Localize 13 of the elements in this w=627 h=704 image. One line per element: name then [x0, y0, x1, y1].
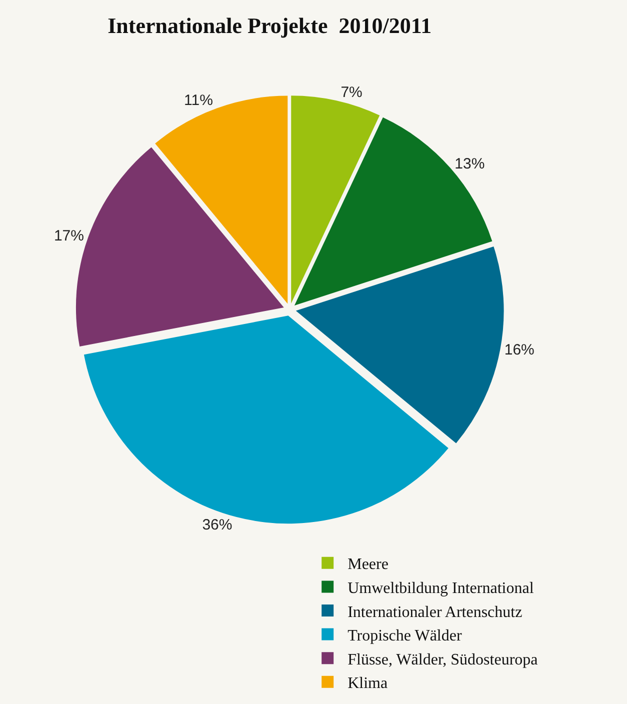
data-label: 17% [54, 228, 84, 245]
data-label: 13% [454, 156, 485, 173]
legend-label: Internationaler Artenschutz [348, 604, 522, 621]
chart-title: Internationale Projekte 2010/2011 [108, 13, 432, 38]
legend-label: Tropische Wälder [348, 628, 462, 645]
data-label: 16% [504, 342, 534, 359]
legend-label: Meere [348, 556, 388, 574]
legend-label: Flüsse, Wälder, Südosteuropa [348, 651, 538, 668]
legend-label: Klima [348, 675, 388, 692]
data-label: 11% [184, 92, 213, 110]
legend-label: Umweltbildung International [348, 580, 534, 597]
data-label: 36% [202, 516, 232, 534]
data-label: 7% [340, 84, 362, 101]
